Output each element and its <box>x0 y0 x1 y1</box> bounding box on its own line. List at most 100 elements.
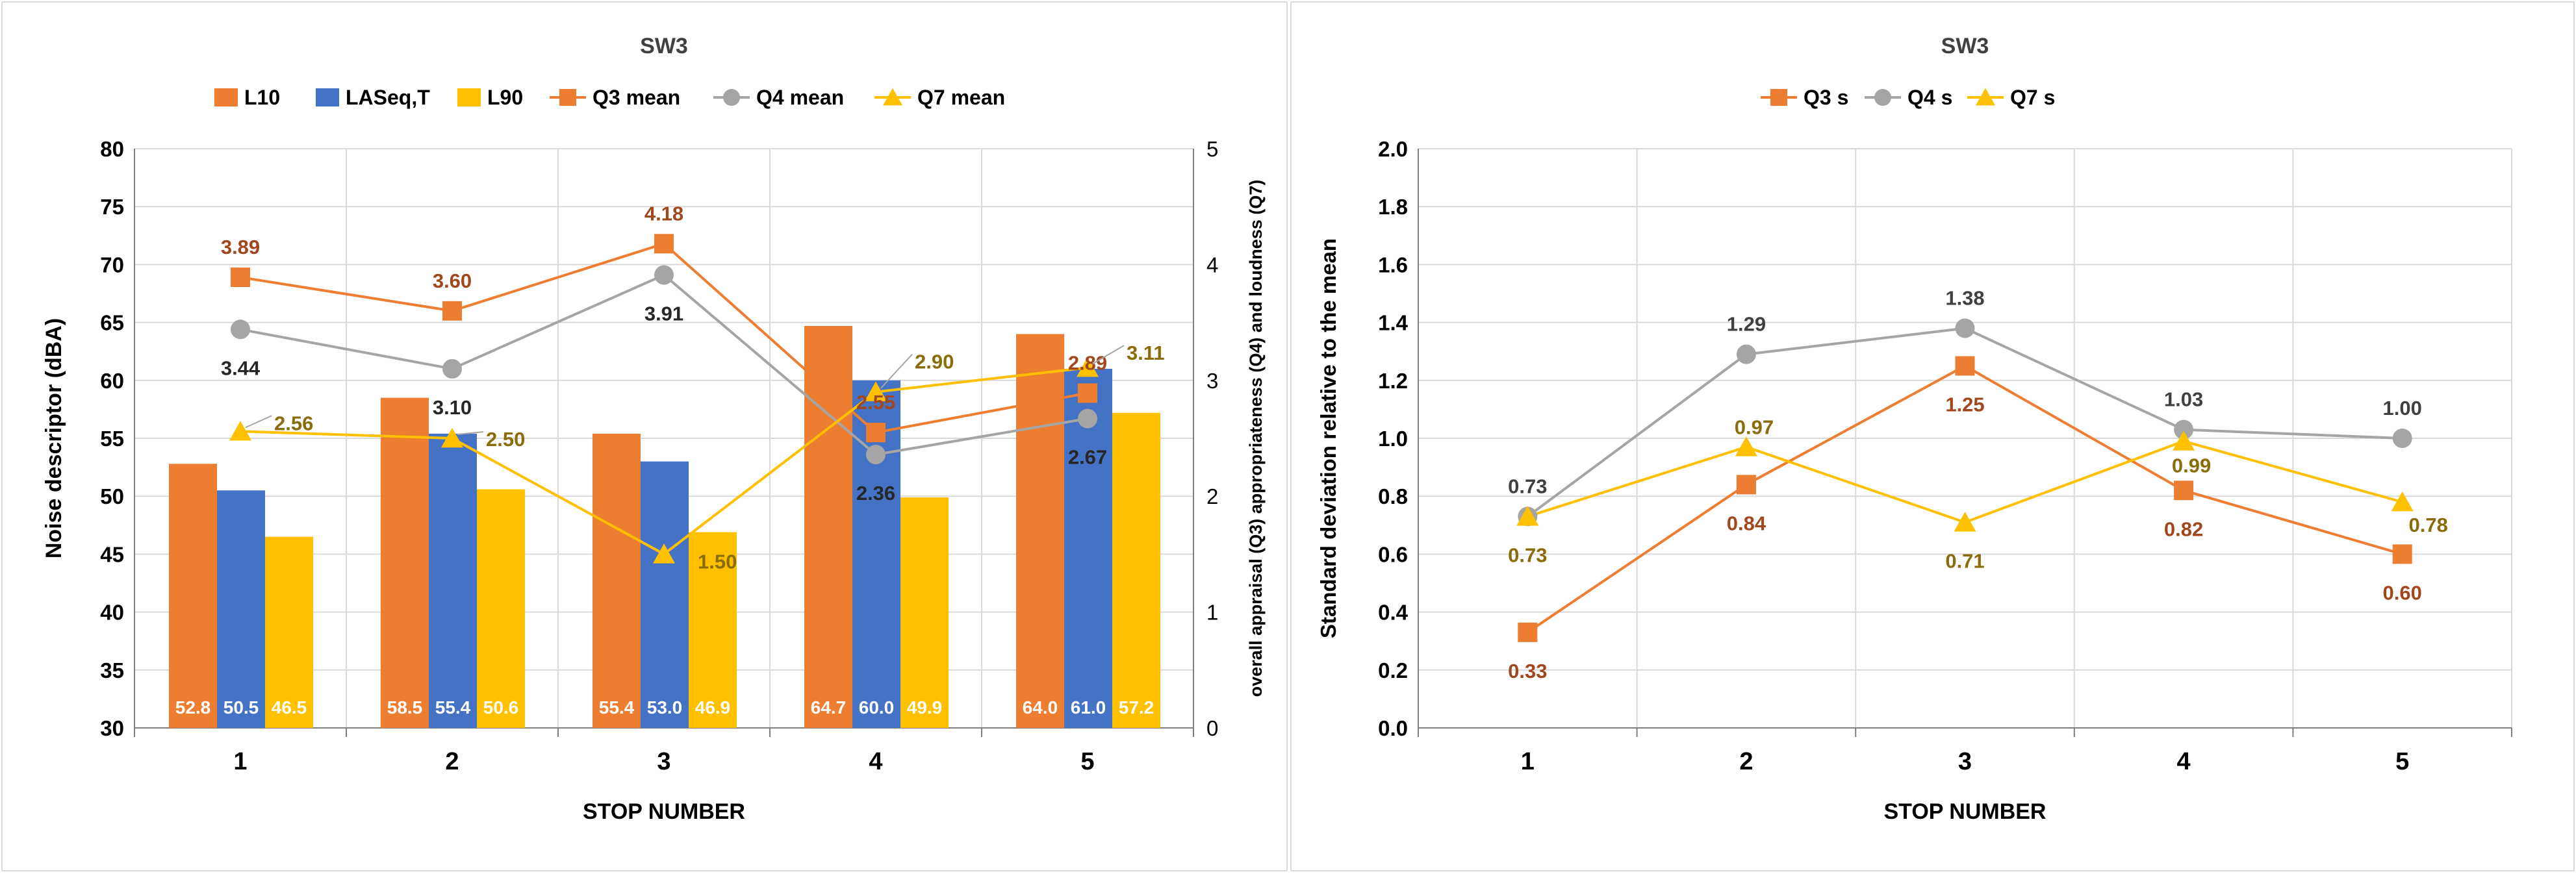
line-data-label-q4-mean: 2.36 <box>856 482 895 505</box>
bar-data-label: 58.5 <box>387 697 423 718</box>
point-q7-s <box>2391 491 2414 512</box>
point-q3-mean <box>231 268 250 288</box>
bar-laseqt <box>217 490 265 728</box>
legend-item-laseq-swatch <box>316 88 339 106</box>
point-q3-mean <box>866 423 886 443</box>
legend-item-q3-s-marker <box>1770 89 1787 106</box>
chart-title: SW3 <box>1941 34 1989 58</box>
y2-tick-label: 5 <box>1206 137 1218 161</box>
x-tick-label: 5 <box>1080 748 1094 775</box>
point-q7-mean <box>1077 356 1099 377</box>
point-q7-s <box>2173 431 2195 451</box>
x-tick-label: 2 <box>445 748 459 775</box>
point-q7-mean <box>653 543 675 564</box>
line-data-label-q7-mean: 1.50 <box>698 550 737 573</box>
line-data-label-q7-s: 0.97 <box>1735 416 1774 438</box>
x-tick-label: 1 <box>1521 748 1535 775</box>
point-q4-s <box>1955 318 1975 338</box>
line-data-label-q4-mean: 3.44 <box>221 356 261 379</box>
y2-tick-label: 2 <box>1206 484 1218 508</box>
line-data-label-q7-mean: 2.56 <box>274 412 313 434</box>
legend-item-q7-s-label: Q7 s <box>2010 86 2055 109</box>
y-tick-label: 35 <box>100 658 124 682</box>
line-data-label-q3-mean: 4.18 <box>644 202 683 225</box>
left-chart-panel: SW3 L10 LASeq,T L90 Q3 mean Q4 mean Q7 mean 30 3… <box>1 1 1288 871</box>
x-axis-title: STOP NUMBER <box>583 799 745 824</box>
bar-laseqt <box>429 433 477 728</box>
line-data-label-q3-mean: 3.89 <box>221 236 260 258</box>
x-tick-label: 4 <box>2177 748 2191 775</box>
y-tick-label: 80 <box>100 137 124 161</box>
legend-item-q3-s-label: Q3 s <box>1804 86 1848 109</box>
line-data-label-q7-mean: 2.90 <box>915 351 954 373</box>
y-tick-label: 1.6 <box>1378 253 1408 277</box>
line-data-label-q3-s: 0.60 <box>2383 581 2422 604</box>
x-tick-label: 3 <box>1958 748 1972 775</box>
line-data-label-q3-s: 1.25 <box>1945 393 1984 416</box>
point-q3-s <box>1955 356 1975 376</box>
y-tick-label: 1.4 <box>1378 311 1409 335</box>
legend-item-q4-s-marker <box>1874 89 1891 106</box>
legend-item-q4-s-label: Q4 s <box>1907 86 1952 109</box>
line-data-label-q4-s: 1.29 <box>1727 313 1766 336</box>
y-tick-label: 65 <box>100 311 124 335</box>
line-data-label-q4-mean: 2.67 <box>1068 446 1107 469</box>
y-axis-title: Noise descriptor (dBA) <box>42 318 66 558</box>
bar-l90 <box>1112 412 1160 728</box>
bar-l10 <box>169 464 217 728</box>
legend-item-q4-mean-label: Q4 mean <box>756 86 844 109</box>
line-data-label-q3-s: 0.33 <box>1508 660 1547 682</box>
point-q3-mean <box>654 234 674 254</box>
line-data-label-q7-mean: 3.11 <box>1127 342 1165 364</box>
x-tick-label: 3 <box>657 748 670 775</box>
legend-item-l10-swatch <box>214 88 238 106</box>
y-tick-label: 0.4 <box>1378 601 1409 625</box>
y2-tick-label: 0 <box>1206 716 1218 740</box>
y2-tick-label: 3 <box>1206 369 1218 393</box>
y2-tick-label: 4 <box>1206 253 1218 277</box>
y-tick-label: 0.6 <box>1378 542 1408 566</box>
y-tick-label: 0.0 <box>1378 716 1408 740</box>
bar-data-label: 53.0 <box>647 697 683 718</box>
point-q4-mean <box>866 444 886 464</box>
bar-data-label: 55.4 <box>435 697 471 718</box>
line-data-label-q4-s: 1.38 <box>1945 287 1984 310</box>
point-q3-s <box>2392 544 2412 564</box>
y-axis-title: Standard deviation relative to the mean <box>1316 238 1340 638</box>
point-q3-s <box>1518 622 1538 642</box>
y2-axis-title: overall appraisal (Q3) appropriateness (… <box>1246 180 1266 697</box>
y-tick-label: 75 <box>100 195 124 219</box>
x-tick-label: 5 <box>2395 748 2409 775</box>
line-data-label-q7-s: 0.73 <box>1508 543 1547 566</box>
bar-data-label: 64.7 <box>811 697 847 718</box>
y-tick-label: 45 <box>100 542 124 566</box>
bar-l90 <box>900 497 949 728</box>
legend-item-l90-swatch <box>457 88 481 106</box>
bar-data-label: 52.8 <box>175 697 211 718</box>
y-tick-label: 70 <box>100 253 124 277</box>
line-data-label-q3-mean: 3.60 <box>433 269 472 292</box>
y-tick-label: 2.0 <box>1378 137 1408 161</box>
line-data-label-q7-mean: 2.50 <box>486 428 525 451</box>
bar-data-label: 64.0 <box>1023 697 1058 718</box>
bar-data-label: 50.5 <box>223 697 259 718</box>
bar-l90 <box>265 536 313 728</box>
bar-data-label: 46.9 <box>695 697 731 718</box>
legend-item-q3-mean-label: Q3 mean <box>593 86 680 109</box>
point-q4-s <box>2174 419 2194 440</box>
y-tick-label: 1.8 <box>1378 195 1408 219</box>
y-tick-label: 30 <box>100 716 124 740</box>
bar-data-label: 49.9 <box>907 697 943 718</box>
y-tick-label: 50 <box>100 484 124 508</box>
line-data-label-q3-mean: 2.55 <box>856 391 895 414</box>
y-tick-label: 40 <box>100 601 124 625</box>
line-data-label-q4-mean: 3.10 <box>433 396 472 419</box>
line-data-label-q4-s: 1.00 <box>2383 397 2422 419</box>
line-data-label-q4-s: 0.73 <box>1508 475 1547 497</box>
point-q3-mean <box>442 301 462 321</box>
point-q3-s <box>2174 481 2194 501</box>
line-data-label-q3-mean: 2.89 <box>1068 351 1107 374</box>
point-q4-s <box>2392 429 2412 448</box>
y-tick-label: 55 <box>100 427 124 451</box>
